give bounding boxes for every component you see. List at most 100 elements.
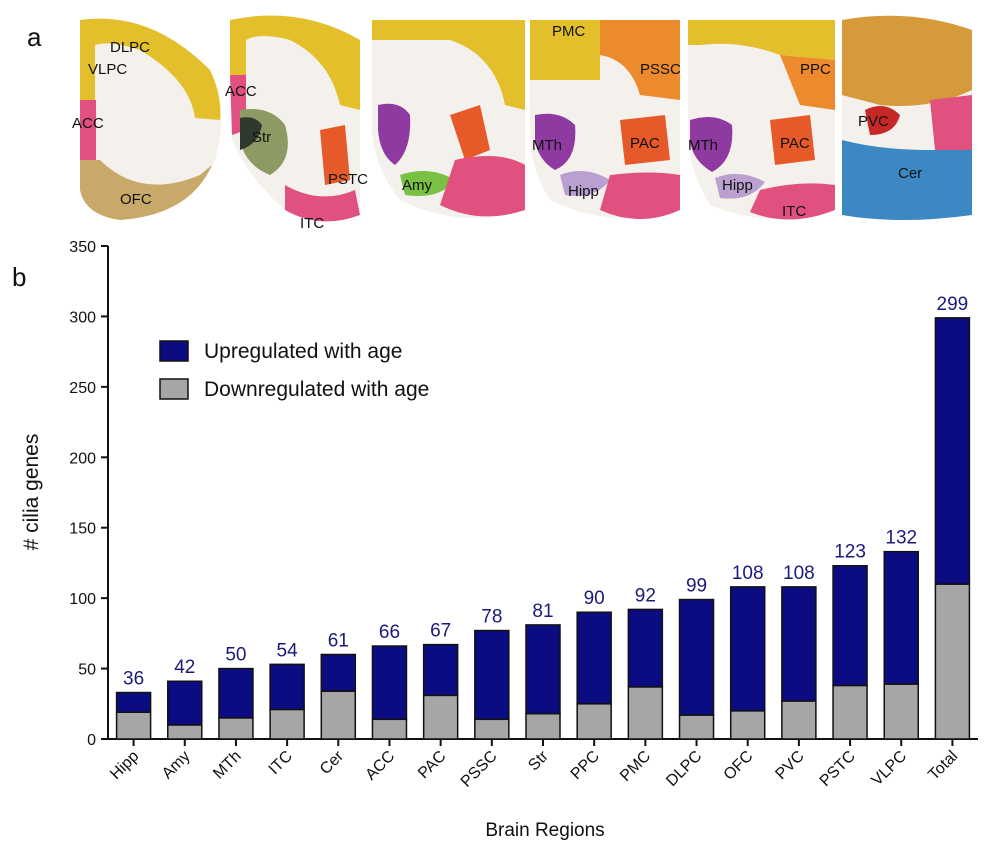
x-tick-label: Str [525, 747, 552, 774]
brain-region-label: DLPC [110, 39, 150, 56]
y-tick-label: 300 [69, 309, 96, 326]
brain-section-2 [230, 15, 360, 222]
x-tick-label: ITC [266, 748, 296, 778]
x-tick-label: PAC [415, 748, 449, 782]
brain-region-label: MTh [532, 137, 562, 154]
bar-total-label: 50 [225, 645, 246, 666]
brain-region-label: ACC [72, 115, 104, 132]
bar-downregulated [269, 708, 305, 740]
legend-swatch [159, 378, 189, 400]
bar-downregulated [627, 686, 664, 740]
brain-region-label: PPC [800, 61, 831, 78]
bar-upregulated [320, 653, 357, 692]
bar-upregulated [525, 624, 561, 715]
bar-group-ppc: 90 [576, 588, 612, 740]
bar-upregulated [781, 586, 817, 702]
legend-label: Upregulated with age [204, 340, 402, 363]
bar-downregulated [167, 724, 203, 740]
x-tick-label: OFC [721, 748, 757, 784]
brain-region-label: OFC [120, 191, 152, 208]
bar-downregulated [832, 684, 868, 740]
bar-downregulated [525, 712, 561, 740]
bar-group-pstc: 123 [832, 542, 868, 740]
bar-upregulated [269, 663, 305, 711]
bar-total-label: 108 [732, 563, 764, 584]
x-tick-label: PMC [617, 748, 654, 785]
x-axis-label: Brain Regions [485, 820, 604, 841]
bar-downregulated [371, 718, 408, 740]
bar-upregulated [474, 629, 510, 721]
brain-region-label: Hipp [568, 183, 599, 200]
brain-region-label: VLPC [88, 61, 127, 78]
y-axis-label: # cilia genes [20, 434, 43, 551]
x-tick-label: DLPC [663, 748, 705, 790]
bar-group-itc: 54 [269, 640, 305, 740]
panel-label-b: b [12, 262, 27, 292]
bar-group-str: 81 [525, 601, 561, 740]
x-axis: Hipp Amy MTh ITC Cer ACC PAC PSSC Str PPC PMC DLPC O… [107, 738, 978, 791]
x-tick-label: Hipp [107, 748, 142, 783]
bar-upregulated [167, 680, 203, 726]
bar-total-label: 61 [328, 630, 349, 651]
bar-upregulated [934, 317, 971, 585]
bar-group-hipp: 36 [115, 669, 152, 740]
bar-total-label: 90 [584, 588, 605, 609]
bar-group-amy: 42 [167, 657, 203, 740]
bar-total-label: 67 [430, 621, 451, 642]
brain-region-label: ITC [300, 215, 324, 232]
bar-downregulated [934, 583, 971, 740]
x-tick-label: PSSC [458, 748, 501, 791]
bar-downregulated [422, 694, 459, 740]
bar-downregulated [320, 690, 357, 740]
legend-swatch [159, 340, 189, 362]
brain-section-1 [80, 18, 222, 221]
y-tick-label: 150 [69, 521, 96, 538]
bar-downregulated [729, 710, 766, 740]
y-tick-label: 250 [69, 380, 96, 397]
y-tick-label: 350 [69, 239, 96, 256]
bar-group-cer: 61 [320, 630, 357, 740]
brain-region-label: Hipp [722, 177, 753, 194]
bar-group-total: 299 [934, 294, 971, 740]
bar-total-label: 299 [937, 294, 969, 315]
bar-group-ofc: 108 [729, 563, 766, 740]
bar-upregulated [627, 608, 664, 688]
bar-group-acc: 66 [371, 622, 408, 740]
y-axis: 0 50 100 150 200 250 300 350 [69, 239, 109, 749]
bar-downregulated [781, 700, 817, 740]
brain-region-label: PVC [858, 113, 889, 130]
bar-group-pssc: 78 [474, 607, 510, 740]
bar-downregulated [678, 714, 715, 740]
bar-upregulated [883, 550, 919, 685]
x-tick-label: Cer [317, 747, 348, 778]
brain-region-label: ITC [782, 203, 806, 220]
brain-section-3 [372, 20, 525, 218]
bar-group-vlpc: 132 [883, 528, 919, 740]
brain-region-label: Amy [402, 177, 433, 194]
brain-region-label: ACC [225, 83, 257, 100]
bar-upregulated [422, 643, 459, 697]
bar-group-pac: 67 [422, 621, 459, 740]
bar-downregulated [115, 711, 152, 740]
legend-label: Downregulated with age [204, 378, 429, 401]
bar-total-label: 78 [481, 607, 502, 628]
bar-total-label: 66 [379, 622, 400, 643]
x-tick-label: MTh [210, 748, 245, 783]
bar-total-label: 36 [123, 669, 144, 690]
bar-group-mth: 50 [218, 645, 254, 740]
brain-region-label: PAC [630, 135, 660, 152]
bar-total-label: 42 [174, 657, 195, 678]
bar-downregulated [576, 703, 612, 740]
y-tick-label: 200 [69, 450, 96, 467]
x-tick-label: Total [925, 748, 961, 784]
legend: Upregulated with age Downregulated with a… [159, 340, 429, 401]
x-tick-label: PSTC [817, 748, 859, 790]
bar-upregulated [115, 691, 152, 713]
bar-downregulated [474, 718, 510, 740]
bar-group-pvc: 108 [781, 563, 817, 740]
y-tick-label: 0 [87, 732, 96, 749]
bar-total-label: 108 [783, 563, 815, 584]
brain-section-6 [842, 15, 972, 220]
bars: 36 42 50 54 61 66 67 78 81 90 92 99 108 108 123 132 299 [115, 294, 971, 740]
